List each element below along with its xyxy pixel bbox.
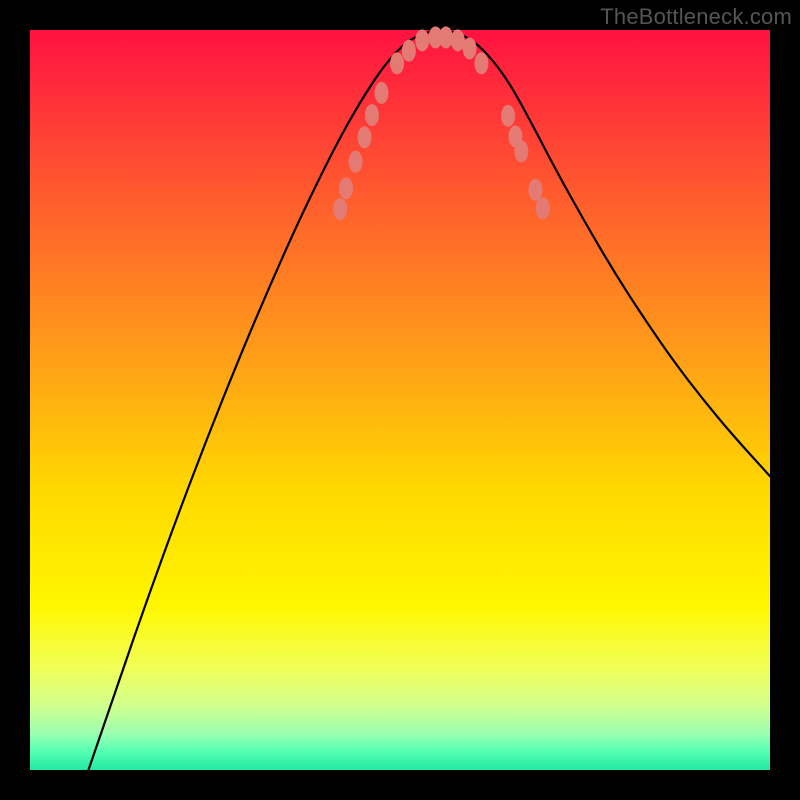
curve-marker xyxy=(501,105,515,127)
curve-marker xyxy=(528,179,542,201)
chart-container: TheBottleneck.com xyxy=(0,0,800,800)
curve-marker xyxy=(439,26,453,48)
curve-marker xyxy=(514,140,528,162)
curve-marker xyxy=(365,104,379,126)
bottleneck-chart xyxy=(0,0,800,800)
curve-marker xyxy=(474,52,488,74)
chart-gradient-bg xyxy=(30,30,770,770)
curve-marker xyxy=(339,177,353,199)
curve-marker xyxy=(463,38,477,60)
curve-marker xyxy=(349,151,363,173)
watermark-text: TheBottleneck.com xyxy=(600,4,792,30)
curve-marker xyxy=(402,40,416,62)
curve-marker xyxy=(390,52,404,74)
curve-marker xyxy=(375,82,389,104)
curve-marker xyxy=(357,126,371,148)
curve-marker xyxy=(333,198,347,220)
curve-marker xyxy=(536,197,550,219)
curve-marker xyxy=(415,29,429,51)
